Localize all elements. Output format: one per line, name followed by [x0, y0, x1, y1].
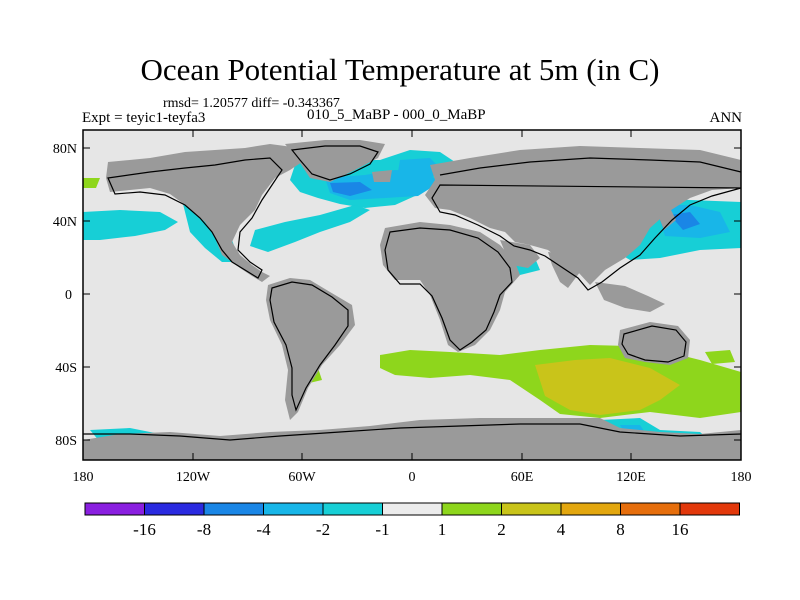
colorbar-swatch-7 [501, 502, 562, 516]
x-label-180w: 180 [73, 470, 94, 485]
colorbar-label-5: 1 [438, 520, 447, 539]
coastline-outlines [83, 145, 742, 441]
anomaly-north-pacific-band [83, 210, 178, 240]
coast-south-america [269, 281, 349, 412]
land-antarctica [83, 418, 741, 460]
x-label-120e: 120E [616, 470, 646, 485]
colorbar-swatch-5 [382, 502, 443, 516]
land-iceland [372, 170, 392, 182]
colorbar-label-3: -2 [316, 520, 330, 539]
anomaly-central-atlantic-band [250, 205, 370, 252]
colorbar-swatch-9 [620, 502, 681, 516]
x-label-60e: 60E [511, 470, 534, 485]
y-label-80s: 80S [55, 434, 77, 449]
colorbar-swatch-6 [441, 502, 502, 516]
coast-australia [621, 325, 687, 363]
anomaly-gulf-green [83, 178, 100, 188]
colorbar-label-4: -1 [375, 520, 389, 539]
land-india [548, 252, 580, 288]
colorbar-label-7: 4 [557, 520, 566, 539]
y-label-0: 0 [65, 288, 72, 303]
x-tick-labels: 180 120W 60W 0 60E 120E 180 [73, 470, 752, 485]
coast-africa [384, 227, 513, 351]
y-axis [83, 147, 741, 441]
x-label-60w: 60W [288, 470, 316, 485]
anomaly-tasman-green [705, 350, 735, 364]
land-masses [83, 140, 741, 460]
land-eurasia [425, 146, 741, 285]
colorbar [84, 502, 740, 516]
land-north-america [106, 144, 305, 282]
rmsd-diff-stats: rmsd= 1.20577 diff= -0.343367 [163, 96, 340, 111]
y-label-40n: 40N [53, 215, 77, 230]
land-australia [618, 322, 690, 365]
land-japan [658, 208, 676, 230]
colorbar-label-0: -16 [133, 520, 156, 539]
coast-eurasia [431, 157, 742, 291]
plot-title: Ocean Potential Temperature at 5m (in C) [140, 52, 660, 87]
comparison-label: 010_5_MaBP - 000_0_MaBP [307, 107, 486, 123]
y-label-80n: 80N [53, 142, 77, 157]
coast-north-america [107, 157, 283, 279]
colorbar-swatch-3 [263, 502, 324, 516]
land-south-america [266, 278, 355, 420]
anomaly-nw-pacific-core [670, 212, 700, 230]
coast-greenland [290, 145, 379, 181]
colorbar-swatch-4 [322, 502, 383, 516]
x-label-120w: 120W [176, 470, 211, 485]
experiment-label: Expt = teyic1-teyfa3 [82, 110, 206, 126]
anomaly-southern-ocean-yellow [535, 358, 680, 415]
land-arabia [500, 240, 540, 268]
colorbar-swatch-2 [203, 502, 264, 516]
y-tick-labels: 80N 40N 0 40S 80S [53, 142, 77, 449]
colorbar-label-1: -8 [197, 520, 211, 539]
season-label: ANN [709, 110, 743, 126]
colorbar-label-9: 16 [672, 520, 689, 539]
y-label-40s: 40S [55, 361, 77, 376]
colorbar-swatch-1 [144, 502, 205, 516]
land-southeast-asia [595, 282, 665, 312]
land-africa [380, 222, 520, 352]
colorbar-swatch-10 [679, 502, 740, 516]
colorbar-swatch-8 [560, 502, 621, 516]
colorbar-swatch-0 [84, 502, 145, 516]
x-axis [82, 130, 742, 460]
colorbar-label-6: 2 [497, 520, 506, 539]
colorbar-label-8: 8 [616, 520, 625, 539]
anomaly-north-atlantic-core [330, 182, 372, 196]
x-label-0: 0 [409, 470, 416, 485]
colorbar-label-2: -4 [256, 520, 271, 539]
coast-antarctica [83, 423, 742, 441]
x-label-180e: 180 [731, 470, 752, 485]
anomaly-norwegian-sea [398, 158, 440, 186]
colorbar-labels: -16 -8 -4 -2 -1 1 2 4 8 16 [133, 520, 688, 539]
